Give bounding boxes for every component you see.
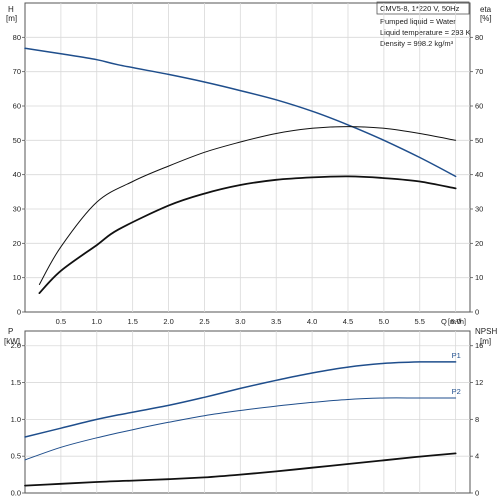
bottom-right-tick-label: 0 bbox=[475, 489, 479, 498]
top-left-tick-label: 70 bbox=[13, 67, 21, 76]
q-axis-unit: [m³/h] bbox=[448, 319, 466, 326]
bottom-left-tick-label: 1.0 bbox=[11, 415, 21, 424]
info-box: CMV5-8, 1*220 V, 50Hz Pumped liquid = Wa… bbox=[376, 1, 471, 48]
top-right-tick-label: 0 bbox=[475, 308, 479, 317]
top-left-tick-label: 10 bbox=[13, 273, 21, 282]
series-line-head bbox=[24, 47, 457, 178]
top-left-tick-label: 80 bbox=[13, 33, 21, 42]
q-axis-label: Q bbox=[441, 317, 447, 326]
bottom-left-tick-label: 2.0 bbox=[11, 341, 21, 350]
top-right-tick-label: 50 bbox=[475, 136, 483, 145]
x-tick-label: 3.0 bbox=[235, 317, 245, 326]
top-right-tick-label: 60 bbox=[475, 102, 483, 111]
bottom-left-axis-label: P bbox=[8, 327, 13, 336]
top-left-tick-label: 60 bbox=[13, 102, 21, 111]
bottom-right-axis-unit: [m] bbox=[480, 337, 491, 346]
top-left-tick-label: 30 bbox=[13, 205, 21, 214]
x-tick-label: 0.5 bbox=[56, 317, 66, 326]
top-plot-frame bbox=[24, 2, 471, 313]
top-panel: 0.5 1.0 1.5 2.0 2.5 3.0 3.5 4.0 4.5 5.0 5.5 6.0 0 10 2… bbox=[13, 2, 483, 326]
series-label-p2: P2 bbox=[452, 387, 461, 396]
info-line-liquid: Pumped liquid = Water bbox=[380, 17, 456, 26]
bottom-panel: 0.0 0.5 1.0 1.5 2.0 0 4 8 12 16 P1 P2 bbox=[11, 330, 483, 498]
bottom-right-tick-label: 8 bbox=[475, 415, 479, 424]
bottom-right-tick-label: 12 bbox=[475, 378, 483, 387]
x-tick-label: 4.0 bbox=[307, 317, 317, 326]
top-left-tick-label: 50 bbox=[13, 136, 21, 145]
bottom-left-tick-label: 0.5 bbox=[11, 452, 21, 461]
top-right-tick-label: 70 bbox=[475, 67, 483, 76]
bottom-left-axis-unit: [kW] bbox=[4, 337, 20, 346]
x-tick-label: 5.5 bbox=[415, 317, 425, 326]
x-tick-label: 1.5 bbox=[127, 317, 137, 326]
top-right-tick-label: 20 bbox=[475, 239, 483, 248]
bottom-right-tick-label: 16 bbox=[475, 341, 483, 350]
bottom-right-axis-label: NPSH bbox=[475, 327, 497, 336]
x-tick-label: 3.5 bbox=[271, 317, 281, 326]
x-tick-label: 5.0 bbox=[379, 317, 389, 326]
bottom-plot-frame bbox=[24, 330, 471, 494]
top-right-tick-label: 30 bbox=[475, 205, 483, 214]
info-line-density: Density = 998.2 kg/m³ bbox=[380, 39, 454, 48]
x-tick-label: 6.0 bbox=[450, 317, 460, 326]
top-left-tick-label: 40 bbox=[13, 170, 21, 179]
top-right-axis-label: eta bbox=[480, 5, 492, 14]
series-line-npsh bbox=[24, 452, 457, 487]
x-tick-label: 1.0 bbox=[92, 317, 102, 326]
top-right-tick-label: 80 bbox=[475, 33, 483, 42]
top-right-tick-label: 40 bbox=[475, 170, 483, 179]
top-left-tick-label: 0 bbox=[17, 308, 21, 317]
info-line-temperature: Liquid temperature = 293 K bbox=[380, 28, 471, 37]
top-left-axis-unit: [m] bbox=[6, 14, 17, 23]
series-line-p1 bbox=[24, 361, 457, 438]
top-left-tick-label: 20 bbox=[13, 239, 21, 248]
series-line-eta bbox=[38, 126, 457, 285]
x-tick-label: 2.5 bbox=[199, 317, 209, 326]
top-right-tick-label: 10 bbox=[475, 273, 483, 282]
series-line-p2 bbox=[24, 397, 457, 461]
info-title-frame bbox=[376, 1, 470, 15]
x-tick-label: 2.0 bbox=[163, 317, 173, 326]
bottom-left-tick-label: 0.0 bbox=[11, 489, 21, 498]
bottom-left-tick-label: 1.5 bbox=[11, 378, 21, 387]
bottom-right-tick-label: 4 bbox=[475, 452, 479, 461]
series-line-npsh_lower bbox=[38, 175, 457, 294]
x-tick-label: 4.5 bbox=[343, 317, 353, 326]
series-label-p1: P1 bbox=[452, 351, 461, 360]
top-left-axis-label: H bbox=[8, 5, 14, 14]
top-right-axis-unit: [%] bbox=[480, 14, 492, 23]
